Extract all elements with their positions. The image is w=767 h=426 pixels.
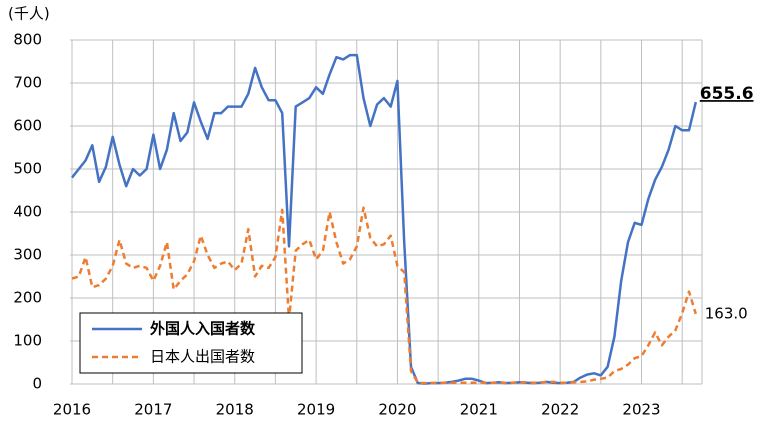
legend-label: 日本人出国者数 [150,348,255,366]
legend-box [79,312,303,374]
x-tick-label: 2016 [53,401,91,419]
x-tick-label: 2017 [134,401,172,419]
y-tick-label: 300 [13,246,42,264]
y-tick-label: 600 [13,117,42,135]
y-tick-label: 200 [13,289,42,307]
y-tick-label: 500 [13,160,42,178]
legend-label: 外国人入国者数 [149,320,256,338]
data-label: 655.6 [700,84,754,104]
x-tick-label: 2021 [460,401,498,419]
y-tick-label: 100 [13,332,42,350]
x-tick-label: 2022 [541,401,579,419]
x-tick-label: 2023 [622,401,660,419]
y-tick-label: 400 [13,203,42,221]
y-tick-label: 700 [13,74,42,92]
x-tick-label: 2020 [378,401,416,419]
y-axis-label: (千人) [8,5,50,23]
y-tick-label: 800 [13,31,42,49]
data-label: 163.0 [705,304,748,322]
series-line [71,53,698,385]
y-tick-label: 0 [32,375,42,393]
x-tick-label: 2019 [297,401,335,419]
x-tick-label: 2018 [216,401,254,419]
series-line [71,206,697,385]
